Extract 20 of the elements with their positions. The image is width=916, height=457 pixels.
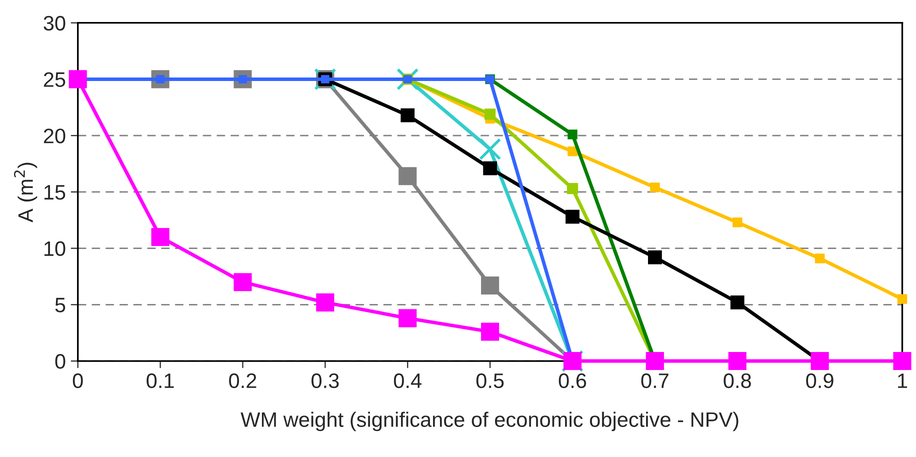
x-tick-label: 0.1 — [146, 373, 174, 388]
y-tick-label: 20 — [44, 128, 66, 144]
x-tick-label: 0 — [72, 373, 83, 388]
x-axis-title: WM weight (significance of economic objective - NPV) — [240, 412, 738, 432]
y-tick-label: 5 — [55, 298, 66, 312]
x-tick-label: 0.3 — [312, 373, 339, 388]
y-tick-label: 0 — [55, 354, 66, 369]
y-tick-label: 15 — [44, 185, 66, 200]
x-tick-label: 1 — [898, 374, 908, 388]
x-tick-label: 0.4 — [394, 373, 422, 388]
x-tick-label: 0.7 — [641, 373, 668, 388]
y-axis-title: A (m$^{2}$) — [14, 162, 38, 222]
y-tick-label: 25 — [44, 72, 66, 87]
x-tick-label: 0.9 — [806, 373, 834, 388]
y-tick-label: 10 — [44, 241, 66, 256]
x-tick-label: 0.6 — [558, 373, 586, 388]
y-tick-label: 30 — [44, 16, 66, 31]
x-tick-label: 0.8 — [724, 373, 751, 388]
x-tick-label: 0.5 — [476, 373, 504, 388]
x-tick-label: 0.2 — [229, 373, 256, 388]
